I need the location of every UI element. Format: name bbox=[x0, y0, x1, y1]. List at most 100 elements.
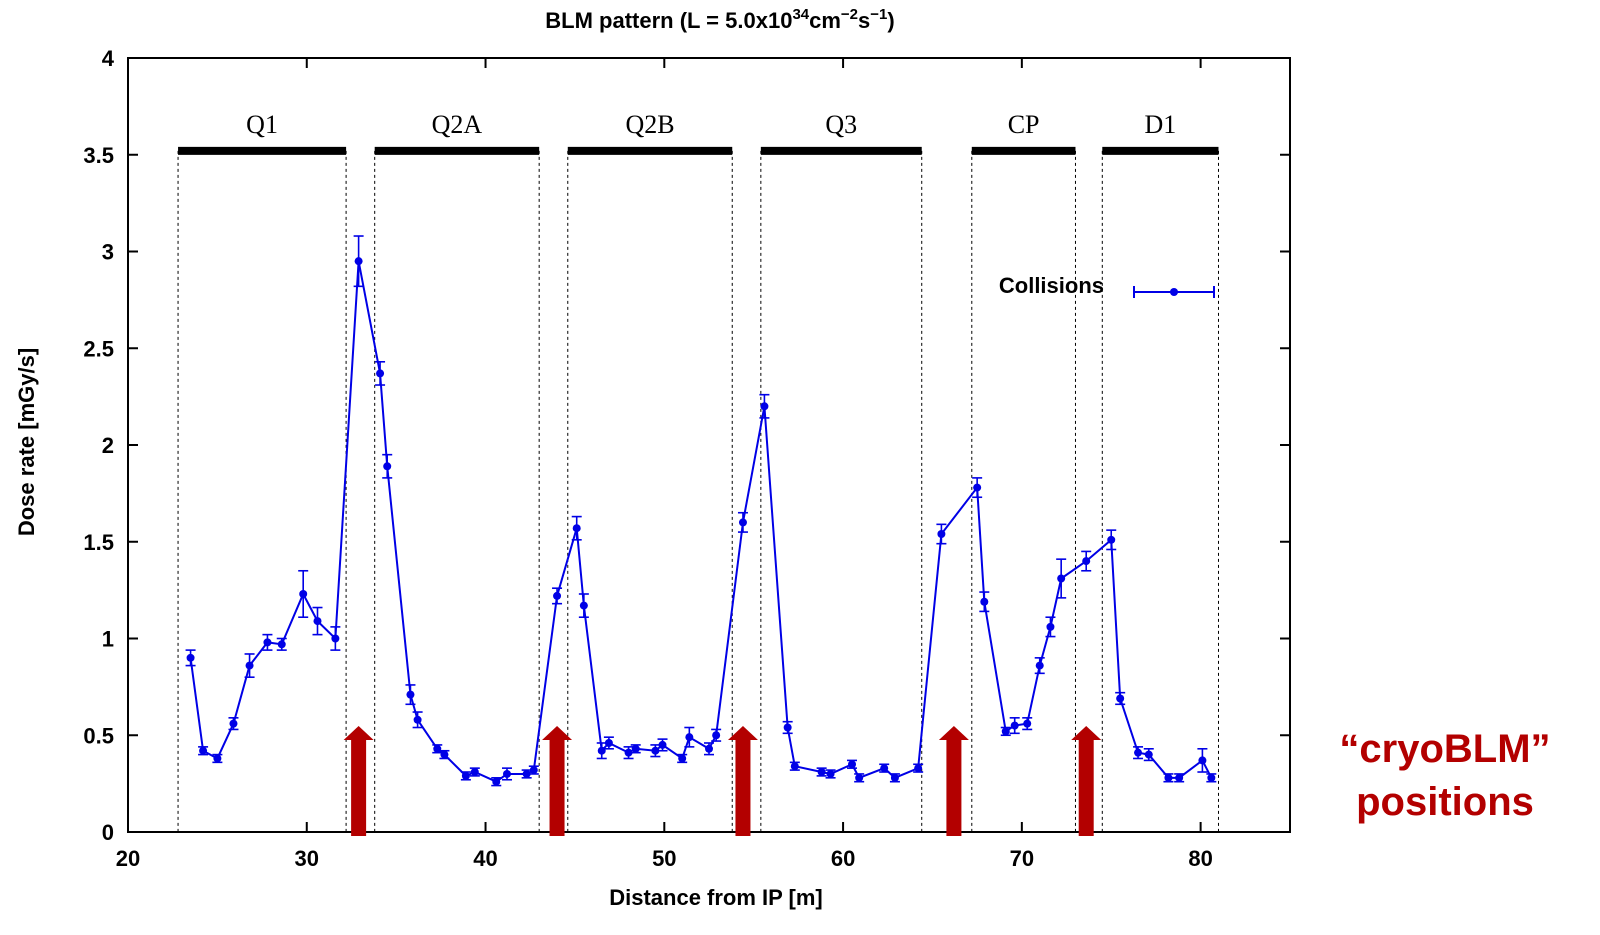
data-point bbox=[817, 768, 826, 777]
data-point bbox=[186, 653, 195, 662]
data-point bbox=[790, 762, 799, 771]
legend-label: Collisions bbox=[999, 273, 1104, 298]
x-tick-label: 20 bbox=[116, 846, 140, 871]
data-point bbox=[413, 715, 422, 724]
cryoblm-arrow bbox=[938, 726, 969, 836]
legend-sample bbox=[1133, 286, 1215, 298]
data-point bbox=[331, 634, 340, 643]
data-point bbox=[1046, 622, 1055, 631]
legend: Collisions bbox=[999, 273, 1215, 298]
x-tick-label: 80 bbox=[1188, 846, 1212, 871]
data-point bbox=[738, 518, 747, 527]
data-point bbox=[980, 597, 989, 606]
y-tick-label: 2 bbox=[102, 433, 114, 458]
data-point bbox=[579, 601, 588, 610]
data-point bbox=[1134, 748, 1143, 757]
data-point bbox=[313, 617, 322, 626]
magnet-label: Q3 bbox=[825, 110, 857, 139]
data-point bbox=[1107, 535, 1116, 544]
data-point bbox=[1010, 721, 1019, 730]
data-point bbox=[470, 768, 479, 777]
data-point bbox=[440, 750, 449, 759]
x-tick-label: 60 bbox=[831, 846, 855, 871]
data-point bbox=[1082, 557, 1091, 566]
cryoblm-annotation-line1: “cryoBLM” bbox=[1339, 727, 1550, 771]
y-axis-label: Dose rate [mGy/s] bbox=[14, 348, 39, 536]
y-tick-label: 1.5 bbox=[83, 530, 114, 555]
legend-marker bbox=[1170, 288, 1178, 296]
data-point bbox=[433, 744, 442, 753]
data-point bbox=[529, 766, 538, 775]
data-point bbox=[848, 760, 857, 769]
magnet-label: Q2B bbox=[625, 110, 674, 139]
data-point bbox=[1175, 773, 1184, 782]
data-point bbox=[760, 402, 769, 411]
x-tick-label: 30 bbox=[295, 846, 319, 871]
data-point bbox=[705, 744, 713, 753]
chart-title: BLM pattern (L = 5.0x1034cm−2s−1) bbox=[545, 6, 894, 33]
data-point bbox=[1116, 694, 1125, 703]
magnet-label: D1 bbox=[1145, 110, 1177, 139]
data-point bbox=[213, 754, 222, 763]
data-point bbox=[229, 719, 238, 728]
data-point bbox=[1144, 750, 1153, 759]
data-point bbox=[383, 462, 392, 471]
data-point bbox=[199, 746, 208, 755]
data-point bbox=[631, 744, 640, 753]
data-point bbox=[461, 771, 470, 780]
data-point bbox=[1035, 661, 1044, 670]
magnet-label: CP bbox=[1008, 110, 1040, 139]
data-point bbox=[522, 769, 531, 778]
data-point bbox=[502, 769, 511, 778]
data-point bbox=[354, 257, 363, 266]
magnet-label: Q1 bbox=[246, 110, 278, 139]
cryoblm-annotation-line2: positions bbox=[1356, 780, 1534, 824]
data-point bbox=[1164, 773, 1173, 782]
data-point bbox=[826, 769, 835, 778]
data-point bbox=[299, 589, 308, 598]
data-point bbox=[277, 640, 286, 649]
data-point bbox=[678, 754, 687, 763]
data-point bbox=[1198, 756, 1207, 765]
data-point bbox=[855, 773, 864, 782]
data-point bbox=[890, 773, 899, 782]
data-point bbox=[376, 369, 385, 378]
y-tick-label: 0.5 bbox=[83, 723, 114, 748]
data-point bbox=[553, 591, 562, 600]
data-point bbox=[492, 777, 501, 786]
cryoblm-arrow bbox=[343, 726, 374, 836]
x-tick-label: 70 bbox=[1010, 846, 1034, 871]
y-tick-label: 4 bbox=[102, 46, 115, 71]
x-axis-label: Distance from IP [m] bbox=[609, 885, 823, 910]
data-point bbox=[658, 740, 667, 749]
cryoblm-arrow bbox=[727, 726, 758, 836]
data-point bbox=[597, 746, 606, 755]
cryoblm-arrows bbox=[343, 726, 1102, 836]
data-point bbox=[572, 524, 581, 533]
data-point bbox=[685, 733, 694, 742]
series-line bbox=[189, 260, 1213, 783]
cryoblm-arrow bbox=[542, 726, 573, 836]
y-tick-label: 0 bbox=[102, 820, 114, 845]
data-point bbox=[651, 746, 660, 755]
y-tick-label: 3.5 bbox=[83, 143, 114, 168]
data-point bbox=[406, 690, 415, 699]
data-point bbox=[624, 748, 633, 757]
y-tick-label: 2.5 bbox=[83, 336, 114, 361]
plot-frame bbox=[127, 57, 1291, 833]
data-point bbox=[712, 731, 721, 740]
x-tick-label: 50 bbox=[652, 846, 676, 871]
data-point bbox=[1001, 727, 1010, 736]
plot-area: 20 30 40 50 60 70 80 0 0.5 1 1.5 2 2.5 3 3.5 4 bbox=[83, 46, 1291, 871]
data-point bbox=[880, 764, 889, 773]
data-point bbox=[245, 661, 254, 670]
data-point bbox=[973, 483, 982, 492]
y-tick-label: 3 bbox=[102, 240, 114, 265]
data-point bbox=[937, 530, 946, 539]
y-tick-label: 1 bbox=[102, 627, 114, 652]
data-point bbox=[783, 723, 792, 732]
magnet-layer: Q1 Q2A Q2B Q3 CP D1 bbox=[177, 110, 1219, 832]
data-point bbox=[1023, 719, 1032, 728]
